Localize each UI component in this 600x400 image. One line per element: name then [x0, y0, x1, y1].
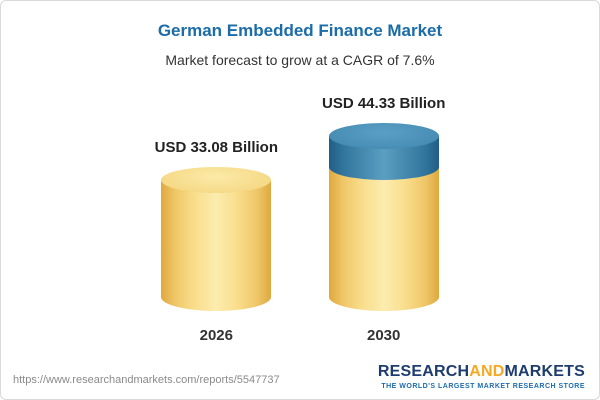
logo-tagline: THE WORLD'S LARGEST MARKET RESEARCH STOR… [381, 383, 585, 390]
chart-area: USD 33.08 Billion 2026 USD 44.33 Billion… [1, 95, 599, 344]
bar-group-2026: USD 33.08 Billion 2026 [155, 139, 278, 344]
bar-group-2030: USD 44.33 Billion 2030 [322, 95, 445, 344]
chart-header: German Embedded Finance Market Market fo… [1, 1, 599, 68]
category-label-2030: 2030 [367, 327, 401, 344]
bar-2026-body [161, 180, 272, 311]
bar-2026 [161, 167, 272, 311]
chart-title: German Embedded Finance Market [157, 21, 443, 40]
chart-subtitle: Market forecast to grow at a CAGR of 7.6… [165, 52, 435, 68]
category-label-2026: 2026 [199, 327, 233, 344]
report-url: https://www.researchandmarkets.com/repor… [13, 374, 280, 386]
logo-word-and: AND [469, 363, 505, 380]
growth-segment-top-ellipse [328, 123, 439, 149]
logo-word-research: RESEARCH [377, 363, 470, 380]
bar-2030 [328, 123, 439, 311]
growth-segment [328, 123, 439, 180]
logo-word-markets: MARKETS [504, 363, 585, 380]
research-and-markets-logo: RESEARCHANDMARKETS THE WORLD'S LARGEST M… [378, 364, 585, 391]
bar-2026-top-ellipse [161, 167, 272, 193]
logo-wordmark: RESEARCHANDMARKETS [378, 364, 585, 380]
footer: https://www.researchandmarkets.com/repor… [1, 359, 599, 399]
value-label-2030: USD 44.33 Billion [322, 95, 446, 112]
value-label-2026: USD 33.08 Billion [154, 139, 278, 156]
